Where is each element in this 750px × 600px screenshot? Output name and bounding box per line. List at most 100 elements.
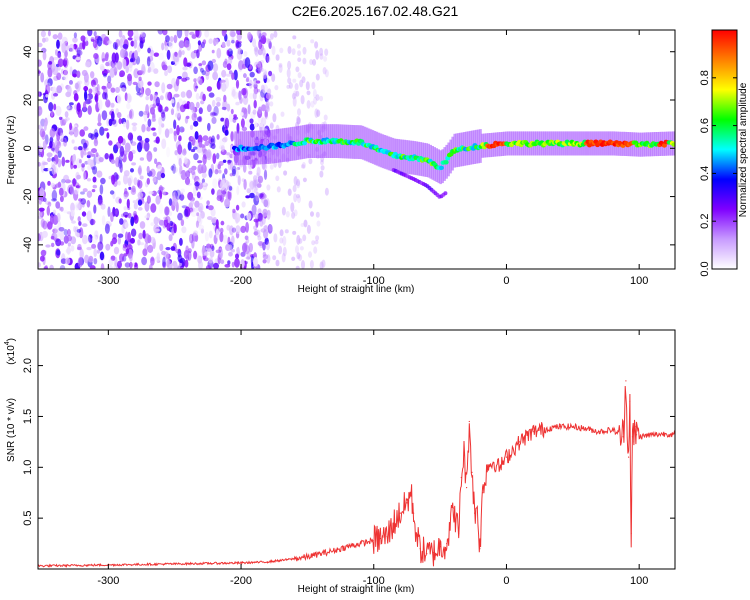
heatmap-cell (157, 30, 164, 35)
snr-plot-area (38, 330, 675, 569)
heatmap-cell (53, 93, 58, 97)
heatmap-cell (176, 124, 180, 136)
heatmap-cell (175, 189, 182, 200)
heatmap-cell (222, 61, 228, 68)
heatmap-cell (70, 202, 75, 213)
heatmap-cell (324, 69, 329, 78)
heatmap-cell (43, 197, 47, 202)
heatmap-cell (110, 102, 115, 108)
heatmap-cell (127, 37, 133, 41)
heatmap-cell (195, 92, 200, 101)
heatmap-cell (248, 79, 253, 89)
heatmap-cell (45, 84, 51, 95)
heatmap-cell (146, 150, 153, 162)
heatmap-cell (231, 261, 235, 268)
heatmap-cell (75, 202, 80, 211)
heatmap-cell (264, 116, 269, 120)
heatmap-cell (172, 163, 176, 174)
snr-data-point (373, 539, 375, 542)
heatmap-cell (121, 225, 125, 234)
snr-y-axis-label: SNR (10 * v/v) (6, 398, 17, 462)
heatmap-cell (181, 77, 188, 82)
heatmap-cell (255, 172, 260, 179)
heatmap-cell (51, 198, 57, 202)
heatmap-cell (101, 34, 106, 39)
heatmap-cell (292, 230, 297, 235)
heatmap-cell (249, 192, 255, 199)
heatmap-cell (52, 209, 57, 215)
heatmap-cell (115, 174, 120, 180)
heatmap-cell (240, 251, 246, 257)
heatmap-cell (96, 36, 103, 47)
heatmap-cell (310, 100, 315, 108)
heatmap-cell (661, 143, 667, 148)
heatmap-cell (69, 184, 74, 195)
heatmap-cell (97, 194, 103, 205)
heatmap-cell (206, 200, 210, 206)
heatmap-cell (78, 159, 82, 164)
heatmap-cell (247, 104, 251, 115)
heatmap-cell (79, 248, 84, 260)
heatmap-cell (282, 246, 287, 257)
heatmap-cell (92, 165, 98, 175)
heatmap-cell (127, 212, 132, 219)
heatmap-cell (319, 261, 324, 269)
snr-data-point (634, 426, 636, 428)
heatmap-cell (164, 128, 170, 138)
heatmap-cell (42, 161, 48, 166)
heatmap-cell (195, 30, 200, 38)
heatmap-cell (248, 242, 253, 253)
heatmap-cell (179, 194, 185, 201)
snr-data-point (479, 548, 481, 550)
heatmap-cell (63, 174, 69, 182)
heatmap-cell (99, 184, 104, 195)
heatmap-cell (279, 237, 284, 244)
heatmap-cell (264, 224, 269, 231)
heatmap-cell (133, 177, 138, 186)
heatmap-cell (202, 39, 207, 45)
heatmap-cell (253, 86, 259, 95)
heatmap-cell (236, 247, 240, 253)
snr-data-point (635, 434, 638, 436)
heatmap-cell (166, 83, 173, 90)
heatmap-cell (167, 260, 173, 269)
heatmap-cell (208, 257, 214, 264)
heatmap-cell (224, 264, 231, 268)
heatmap-cell (162, 256, 166, 268)
heatmap-cell (223, 60, 228, 67)
heatmap-cell (127, 30, 134, 38)
heatmap-cell (38, 262, 41, 268)
heatmap-cell (116, 93, 122, 105)
heatmap-cell (265, 37, 270, 45)
heatmap-cell (174, 55, 180, 63)
heatmap-cell (106, 81, 112, 89)
heatmap-cell (230, 131, 236, 142)
snr-frame (37, 329, 676, 570)
heatmap-cell (237, 47, 242, 55)
heatmap-cell (269, 122, 274, 130)
heatmap-cell (181, 50, 185, 56)
heatmap-cell (278, 245, 283, 255)
heatmap-cell (80, 191, 85, 195)
heatmap-cell (47, 30, 51, 37)
heatmap-cell (63, 137, 68, 147)
heatmap-cell (219, 80, 223, 84)
heatmap-cell (89, 265, 96, 269)
snr-data-point (267, 561, 269, 563)
snr-data-point (486, 466, 488, 468)
heatmap-cell (39, 145, 43, 153)
snr-data-point (410, 492, 412, 494)
heatmap-cell (40, 249, 47, 257)
heatmap-cell (89, 218, 96, 226)
heatmap-cell (38, 42, 43, 48)
heatmap-cell (204, 69, 210, 77)
heatmap-cell (211, 188, 215, 195)
heatmap-cell (49, 128, 56, 138)
heatmap-cell (146, 126, 151, 132)
heatmap-cell (105, 61, 110, 67)
snr-data-point (638, 436, 640, 438)
heatmap-cell (206, 149, 212, 161)
heatmap-cell (218, 169, 222, 174)
heatmap-cell (130, 216, 135, 227)
heatmap-cell (38, 207, 45, 212)
